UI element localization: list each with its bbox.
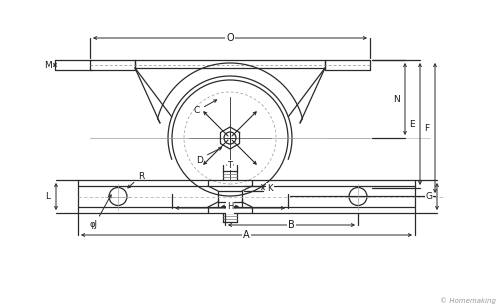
Text: F: F xyxy=(424,124,430,132)
Text: R: R xyxy=(138,172,144,181)
Text: K: K xyxy=(267,184,273,193)
Text: A: A xyxy=(243,230,250,240)
Text: H: H xyxy=(227,202,233,211)
Text: N: N xyxy=(394,95,400,103)
Text: T: T xyxy=(228,160,232,169)
Text: C: C xyxy=(194,106,200,115)
Text: E: E xyxy=(409,120,415,128)
Text: O: O xyxy=(226,33,234,43)
Text: φJ: φJ xyxy=(89,220,97,229)
Text: S: S xyxy=(227,203,233,213)
Text: B: B xyxy=(288,220,295,230)
Text: © Homemaking: © Homemaking xyxy=(440,297,496,304)
Text: D: D xyxy=(196,156,203,164)
Text: M: M xyxy=(44,60,52,70)
Text: G: G xyxy=(426,192,432,201)
Text: L: L xyxy=(46,192,51,201)
